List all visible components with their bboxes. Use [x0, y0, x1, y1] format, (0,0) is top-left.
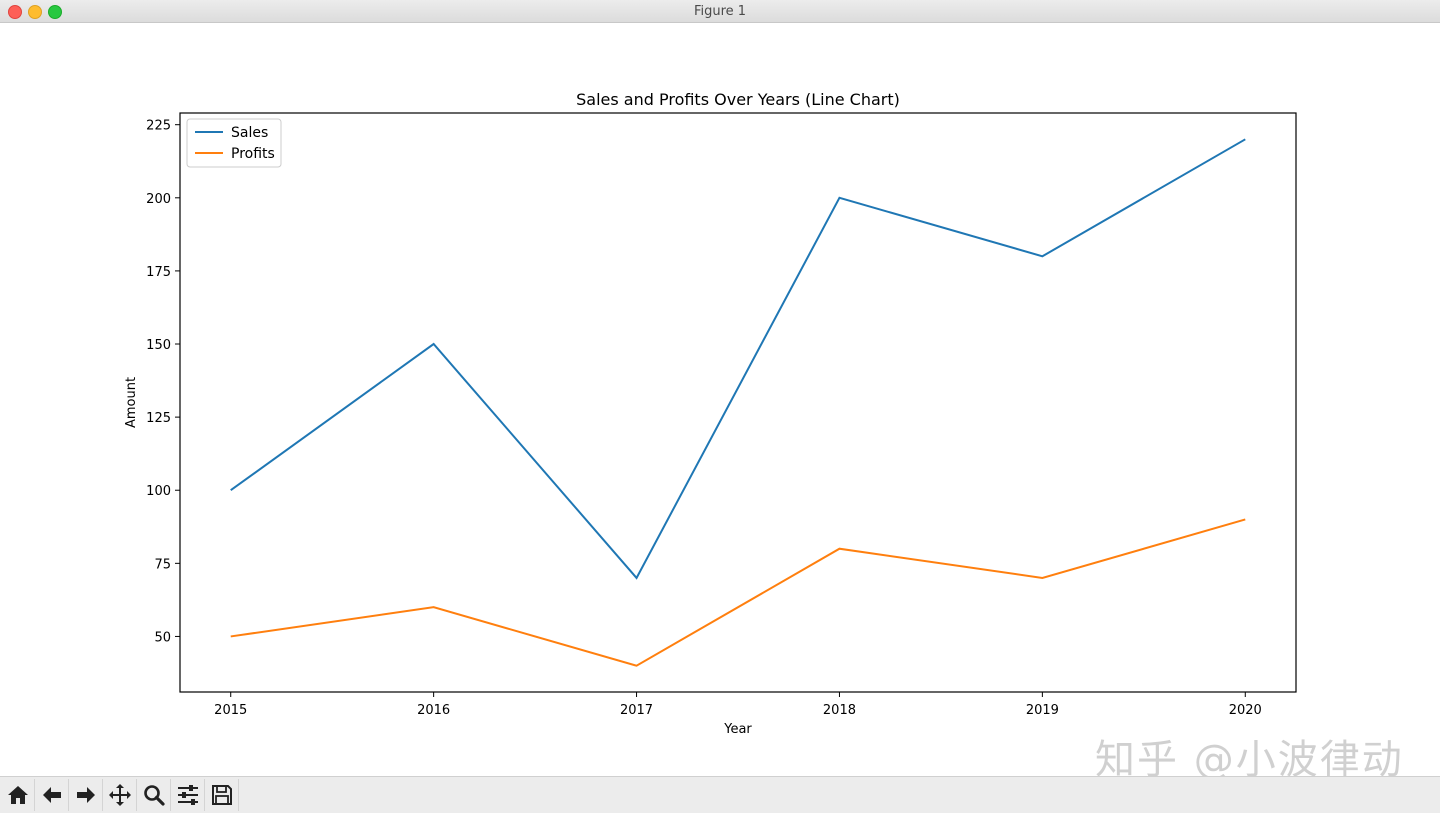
x-tick-label: 2016: [417, 703, 450, 718]
home-icon: [8, 786, 28, 804]
back-icon: [43, 787, 61, 803]
forward-button[interactable]: [70, 779, 103, 811]
zoom-icon: [144, 785, 165, 806]
plot-frame: [179, 112, 1297, 693]
figure-canvas[interactable]: Sales and Profits Over Years (Line Chart…: [0, 23, 1440, 776]
window-title: Figure 1: [693, 4, 747, 19]
chart-title: Sales and Profits Over Years (Line Chart…: [576, 90, 900, 109]
close-window-button[interactable]: [8, 5, 22, 19]
legend-label: Sales: [231, 125, 268, 141]
x-tick-label: 2015: [214, 703, 247, 718]
configure-subplots-icon: [178, 785, 198, 805]
legend-label: Profits: [231, 146, 275, 162]
pan-button[interactable]: [104, 779, 137, 811]
x-tick-label: 2017: [620, 703, 653, 718]
series-line-profits: [230, 518, 1246, 667]
window-titlebar: Figure 1: [0, 0, 1440, 23]
x-axis-label: Year: [723, 722, 752, 737]
y-tick-label: 200: [146, 192, 171, 207]
save-icon: [212, 785, 232, 805]
forward-icon: [77, 787, 95, 803]
x-tick-label: 2019: [1026, 703, 1059, 718]
minimize-window-button[interactable]: [28, 5, 42, 19]
y-tick-label: 150: [146, 338, 171, 353]
pan-icon: [109, 784, 131, 806]
y-tick-label: 50: [154, 630, 171, 645]
zoom-button[interactable]: [138, 779, 171, 811]
y-tick-label: 225: [146, 119, 171, 134]
home-button[interactable]: [2, 779, 35, 811]
configure-subplots-button[interactable]: [172, 779, 205, 811]
y-tick-label: 75: [154, 557, 171, 572]
save-button[interactable]: [206, 779, 239, 811]
series-line-sales: [230, 138, 1246, 580]
x-tick-label: 2020: [1229, 703, 1262, 718]
maximize-window-button[interactable]: [48, 5, 62, 19]
back-button[interactable]: [36, 779, 69, 811]
y-axis-label: Amount: [124, 377, 139, 428]
watermark-text: 知乎 @小波律动: [1095, 737, 1404, 783]
line-chart: Sales and Profits Over Years (Line Chart…: [124, 90, 1297, 737]
y-tick-label: 125: [146, 411, 171, 426]
navigation-toolbar: [0, 776, 1440, 813]
y-tick-label: 100: [146, 484, 171, 499]
y-tick-label: 175: [146, 265, 171, 280]
x-tick-label: 2018: [823, 703, 856, 718]
